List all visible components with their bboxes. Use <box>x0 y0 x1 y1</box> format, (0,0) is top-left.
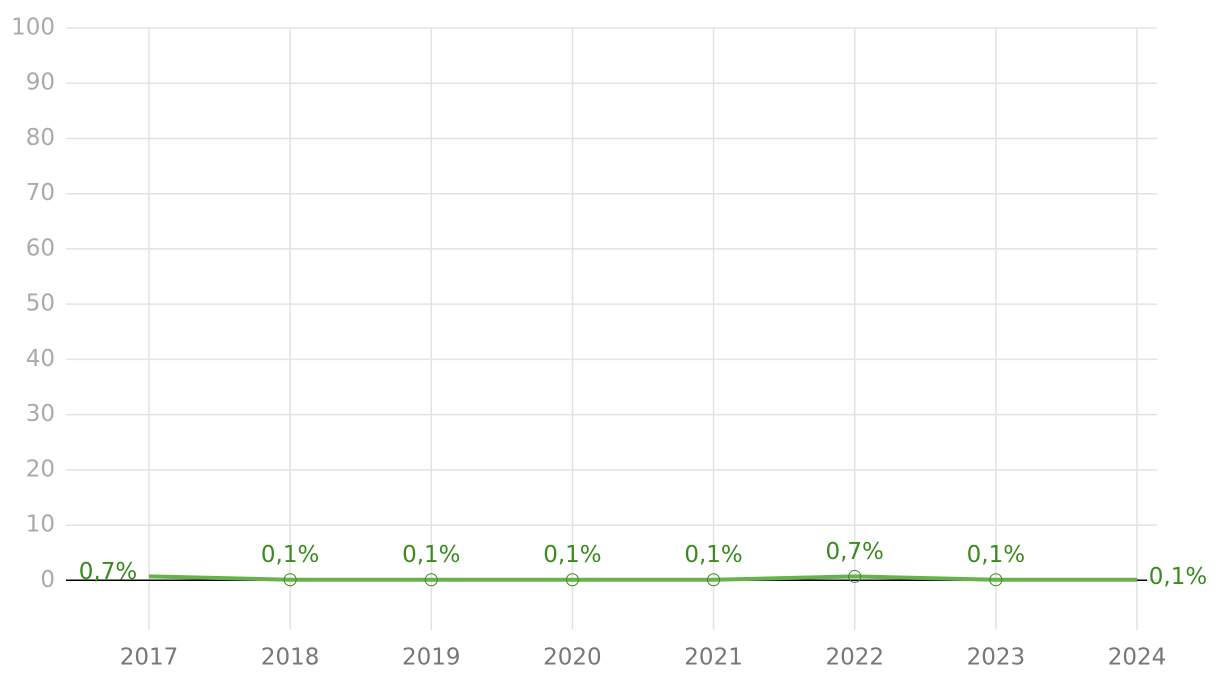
value-label: 0,7% <box>79 559 137 585</box>
marker <box>989 573 1003 587</box>
marker <box>283 573 297 587</box>
y-tick-label: 0 <box>40 567 55 593</box>
y-tick-label: 60 <box>26 235 55 261</box>
x-tick-label: 2018 <box>261 645 320 671</box>
y-tick-label: 100 <box>11 15 55 41</box>
y-tick-label: 50 <box>26 291 55 317</box>
x-tick-label: 2021 <box>684 645 743 671</box>
y-tick-label: 90 <box>26 70 55 96</box>
marker <box>565 573 579 587</box>
value-label: 0,1% <box>967 542 1025 568</box>
x-tick-label: 2019 <box>402 645 461 671</box>
value-label: 0,1% <box>1149 564 1207 590</box>
y-tick-label: 20 <box>26 456 55 482</box>
x-tick-label: 2020 <box>543 645 602 671</box>
y-tick-label: 40 <box>26 346 55 372</box>
value-label: 0,1% <box>684 542 742 568</box>
x-tick-label: 2017 <box>120 645 179 671</box>
marker <box>707 573 721 587</box>
value-label: 0,1% <box>261 542 319 568</box>
marker <box>848 569 862 583</box>
value-label: 0,7% <box>825 539 883 565</box>
y-tick-label: 10 <box>26 512 55 538</box>
x-tick-label: 2022 <box>825 645 884 671</box>
y-tick-label: 70 <box>26 180 55 206</box>
marker <box>424 573 438 587</box>
line <box>148 574 1137 582</box>
x-tick-label: 2024 <box>1108 645 1167 671</box>
value-label: 0,1% <box>402 542 460 568</box>
x-tick-label: 2023 <box>967 645 1026 671</box>
y-tick-label: 80 <box>26 125 55 151</box>
value-label: 0,1% <box>543 542 601 568</box>
y-tick-label: 30 <box>26 401 55 427</box>
